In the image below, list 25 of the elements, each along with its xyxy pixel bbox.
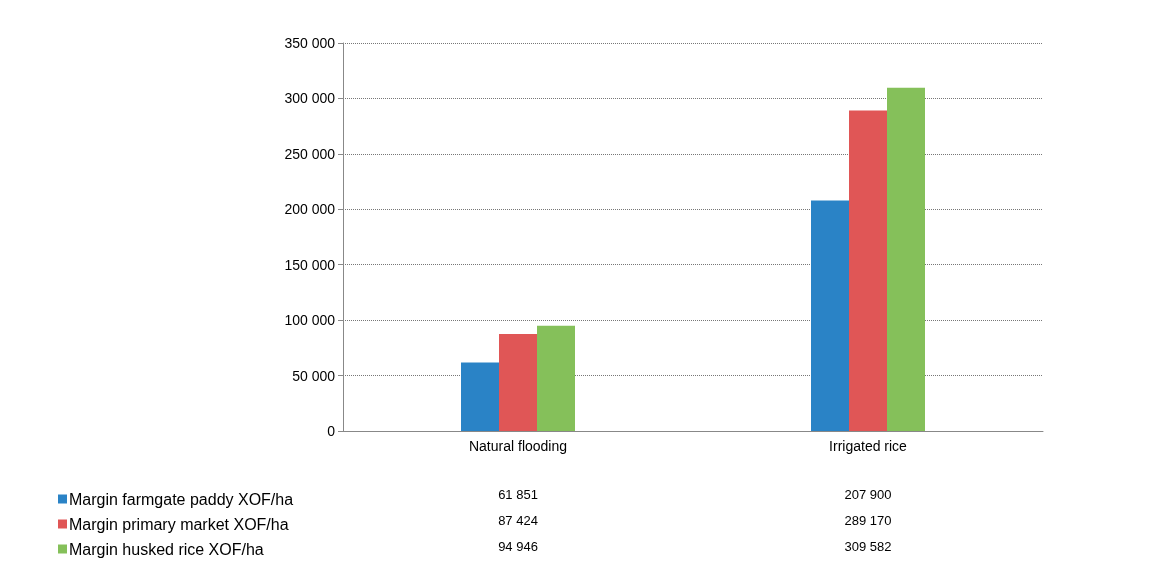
bar [461, 362, 499, 431]
y-tick-label: 350 000 [284, 35, 336, 51]
x-tick-label: Irrigated rice [829, 438, 908, 454]
bar [887, 87, 925, 431]
data-label: 309 582 [844, 538, 892, 554]
data-label: 94 946 [498, 538, 538, 554]
y-tick-label: 250 000 [284, 145, 336, 162]
y-tick-label: 150 000 [284, 256, 336, 273]
data-label: 61 851 [498, 486, 538, 502]
legend-label: Margin husked rice XOF/ha [69, 540, 264, 558]
legend-label: Margin primary market XOF/ha [69, 515, 289, 533]
y-tick-label: 300 000 [284, 90, 336, 107]
y-tick-label: 0 [327, 423, 336, 439]
data-label: 289 170 [844, 512, 892, 528]
y-tick-label: 100 000 [284, 312, 336, 329]
y-tick-label: 50 000 [292, 367, 336, 384]
legend-label: Margin farmgate paddy XOF/ha [69, 490, 294, 508]
bar [537, 325, 575, 431]
bar [811, 200, 849, 431]
x-tick-label: Natural flooding [468, 438, 568, 454]
y-tick-label: 200 000 [284, 201, 336, 218]
data-label: 207 900 [844, 486, 892, 502]
data-label: 87 424 [498, 512, 538, 528]
bar [849, 110, 887, 431]
bar [499, 334, 537, 431]
